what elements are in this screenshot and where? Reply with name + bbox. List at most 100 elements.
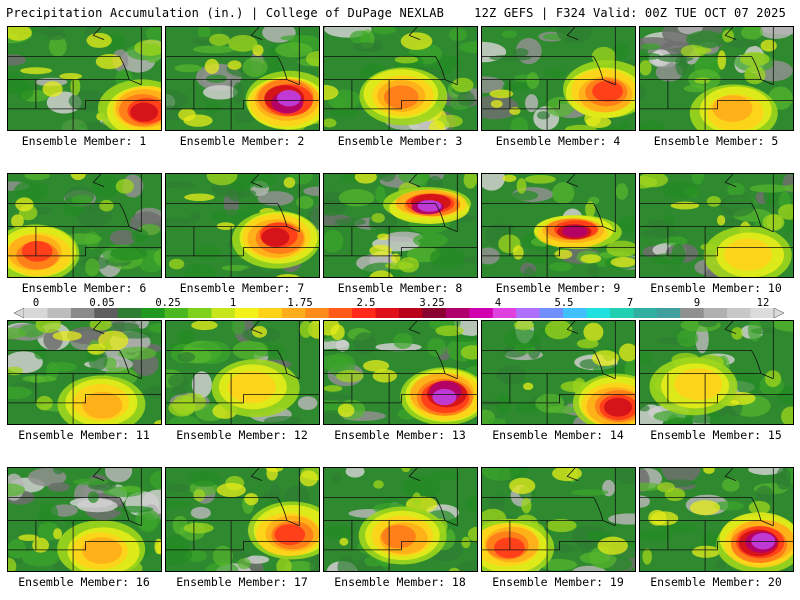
colorbar-swatch: [234, 308, 259, 318]
precip-map: [482, 468, 635, 571]
colorbar-swatch: [375, 308, 400, 318]
precip-map: [324, 27, 477, 130]
colorbar-swatch: [445, 308, 470, 318]
ensemble-member-caption: Ensemble Member: 12: [176, 428, 308, 442]
colorbar-swatch: [680, 308, 705, 318]
ensemble-member-caption: Ensemble Member: 18: [334, 575, 466, 589]
colorbar-tick-label: 2.5: [356, 297, 376, 309]
precip-map: [324, 174, 477, 277]
colorbar-tick-label: 0.05: [89, 297, 115, 309]
colorbar-swatch: [117, 308, 142, 318]
colorbar-swatch: [94, 308, 119, 318]
colorbar-swatch: [656, 308, 681, 318]
colorbar-swatch: [469, 308, 494, 318]
precip-map: [8, 174, 161, 277]
precip-map: [482, 27, 635, 130]
colorbar-swatch: [516, 308, 541, 318]
precip-map: [8, 27, 161, 130]
ensemble-member-caption: Ensemble Member: 15: [650, 428, 782, 442]
ensemble-member-caption: Ensemble Member: 10: [650, 281, 782, 295]
colorbar-swatch: [188, 308, 212, 318]
colorbar-tick-label: 1: [229, 297, 237, 309]
colorbar-tick-label: 4: [494, 297, 502, 309]
ensemble-map-panel: [639, 467, 794, 572]
ensemble-map-panel: [165, 26, 320, 131]
ensemble-member-caption: Ensemble Member: 7: [179, 281, 305, 295]
ensemble-member-caption: Ensemble Member: 9: [495, 281, 621, 295]
ensemble-map-panel: [7, 320, 162, 425]
colorbar-swatch: [164, 308, 189, 318]
precip-map: [166, 27, 319, 130]
ensemble-map-panel: [165, 173, 320, 278]
ensemble-map-panel: [7, 467, 162, 572]
colorbar-tick-label: 0.25: [155, 297, 181, 309]
precip-map: [166, 321, 319, 424]
colorbar-tick-label: 12: [756, 297, 770, 309]
colorbar-swatch: [609, 308, 634, 318]
colorbar-swatch: [539, 308, 564, 318]
precip-map: [324, 321, 477, 424]
colorbar-swatch: [563, 308, 587, 318]
ensemble-map-panel: [481, 26, 636, 131]
colorbar-swatch: [399, 308, 423, 318]
ensemble-member-caption: Ensemble Member: 14: [492, 428, 624, 442]
colorbar-swatch: [258, 308, 283, 318]
colorbar-tick-label: 9: [693, 297, 701, 309]
ensemble-map-panel: [323, 173, 478, 278]
ensemble-map-panel: [7, 26, 162, 131]
ensemble-map-panel: [481, 467, 636, 572]
colorbar-tick-label: 0: [32, 297, 40, 309]
colorbar-swatch: [70, 308, 95, 318]
colorbar-tick-label: 7: [626, 297, 634, 309]
ensemble-map-panel: [323, 320, 478, 425]
colorbar-swatch: [305, 308, 330, 318]
colorbar-swatch: [727, 308, 752, 318]
ensemble-map-panel: [481, 320, 636, 425]
ensemble-map-panel: [323, 26, 478, 131]
ensemble-member-caption: Ensemble Member: 8: [337, 281, 463, 295]
colorbar-tick-label: 3.25: [419, 297, 445, 309]
precip-map: [8, 321, 161, 424]
ensemble-member-caption: Ensemble Member: 4: [495, 134, 621, 148]
precip-map: [8, 468, 161, 571]
colorbar-swatch: [281, 308, 306, 318]
colorbar-swatch: [422, 308, 447, 318]
ensemble-map-panel: [639, 26, 794, 131]
colorbar-swatch: [211, 308, 236, 318]
ensemble-member-caption: Ensemble Member: 13: [334, 428, 466, 442]
ensemble-map-panel: [481, 173, 636, 278]
colorbar-min-arrow: [14, 308, 25, 318]
colorbar-swatch: [141, 308, 166, 318]
ensemble-member-caption: Ensemble Member: 2: [179, 134, 305, 148]
ensemble-member-caption: Ensemble Member: 16: [18, 575, 150, 589]
precip-map: [640, 468, 793, 571]
colorbar-swatch: [47, 308, 72, 318]
precip-map: [640, 27, 793, 130]
precip-map: [324, 468, 477, 571]
colorbar-labels: 0 0.05 0.25 1 1.75 2.5 3.25 4 5.5 7 9 12: [0, 297, 800, 309]
precip-map: [166, 468, 319, 571]
ensemble-member-caption: Ensemble Member: 20: [650, 575, 782, 589]
colorbar-swatch: [750, 308, 775, 318]
colorbar-swatch: [633, 308, 658, 318]
colorbar-swatch: [328, 308, 353, 318]
ensemble-member-caption: Ensemble Member: 5: [653, 134, 779, 148]
product-title: Precipitation Accumulation (in.) | Colle…: [6, 6, 445, 20]
precip-map: [482, 321, 635, 424]
ensemble-member-caption: Ensemble Member: 11: [18, 428, 150, 442]
ensemble-map-panel: [165, 467, 320, 572]
colorbar-swatch: [586, 308, 611, 318]
precip-map: [640, 174, 793, 277]
colorbar-tick-label: 1.75: [287, 297, 313, 309]
colorbar-swatch: [352, 308, 377, 318]
ensemble-member-caption: Ensemble Member: 19: [492, 575, 624, 589]
ensemble-member-caption: Ensemble Member: 1: [21, 134, 147, 148]
precip-map: [640, 321, 793, 424]
ensemble-member-caption: Ensemble Member: 6: [21, 281, 147, 295]
colorbar-max-arrow: [773, 308, 784, 318]
precip-map: [166, 174, 319, 277]
run-info: 12Z GEFS | F324 Valid: 00Z TUE OCT 07 20…: [474, 6, 786, 20]
ensemble-map-panel: [165, 320, 320, 425]
ensemble-map-panel: [323, 467, 478, 572]
ensemble-member-caption: Ensemble Member: 3: [337, 134, 463, 148]
